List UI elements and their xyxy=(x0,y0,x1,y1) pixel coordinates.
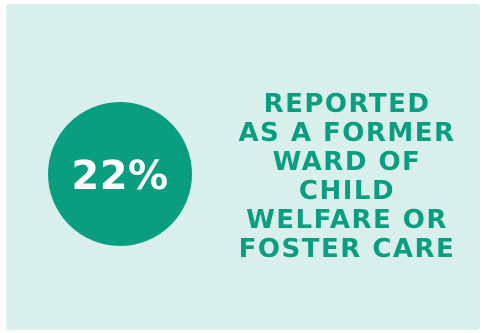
caption-line: WARD OF xyxy=(272,147,422,177)
caption-line: AS A FORMER xyxy=(238,118,456,148)
caption-line: WELFARE OR xyxy=(246,205,448,235)
caption-line: FOSTER CARE xyxy=(238,234,456,264)
stat-circle: 22% xyxy=(48,102,192,246)
caption-line: CHILD xyxy=(298,176,396,206)
stat-caption: REPORTED AS A FORMER WARD OF CHILD WELFA… xyxy=(218,90,476,264)
stat-value: 22% xyxy=(71,153,169,199)
caption-line: REPORTED xyxy=(263,89,431,119)
stat-card: 22% REPORTED AS A FORMER WARD OF CHILD W… xyxy=(6,4,480,330)
